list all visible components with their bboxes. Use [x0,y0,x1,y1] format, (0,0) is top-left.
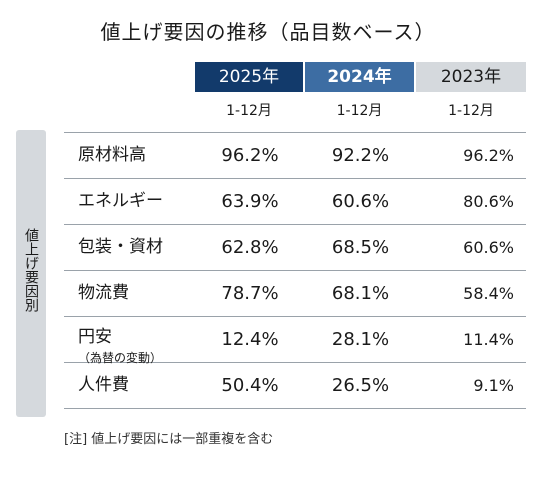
table-row: 原材料高 96.2% 92.2% 96.2% [64,132,526,179]
column-header-2023: 2023年 [416,62,526,92]
row-label-main: 円安 [78,327,112,347]
cell-value: 96.2% [221,145,279,166]
column-header-2024: 2024年 [305,62,414,92]
cell-value: 78.7% [221,283,279,304]
table-row: エネルギー 63.9% 60.6% 80.6% [64,179,526,225]
cell-value: 58.4% [463,284,514,303]
cell-value: 28.1% [331,329,390,350]
period-2024: 1-12月 [336,103,383,119]
cell-value: 68.1% [331,283,390,304]
data-table: 原材料高 96.2% 92.2% 96.2% エネルギー 63.9% 60.6%… [64,132,526,409]
cell-value: 68.5% [331,237,390,258]
row-sublabel: （為替の変動） [78,351,163,365]
cell-value: 80.6% [463,192,514,211]
cell-value: 63.9% [221,191,279,212]
side-category-label: 値上げ要因別 [23,228,39,312]
cell-value: 60.6% [331,191,390,212]
cell-value: 92.2% [331,145,390,166]
side-category-bar: 値上げ要因別 [16,130,46,417]
column-header-2025: 2025年 [195,62,303,92]
row-label: エネルギー [78,191,163,211]
period-2023: 1-12月 [448,103,494,119]
row-label: 円安 （為替の変動） [78,322,162,367]
cell-value: 12.4% [221,329,279,350]
table-row: 円安 （為替の変動） 12.4% 28.1% 11.4% [64,317,526,365]
cell-value: 11.4% [463,330,514,349]
table-row: 包装・資材 62.8% 68.5% 60.6% [64,225,526,271]
cell-value: 9.1% [473,376,514,395]
row-label: 人件費 [78,375,129,395]
row-label: 包装・資材 [78,237,163,257]
cell-value: 26.5% [331,375,390,396]
footnote: [注] 値上げ要因には一部重複を含む [64,432,274,447]
table-row: 人件費 50.4% 26.5% 9.1% [64,363,526,409]
cell-value: 62.8% [221,237,279,258]
cell-value: 60.6% [463,238,514,257]
period-2025: 1-12月 [226,103,272,119]
table-row: 物流費 78.7% 68.1% 58.4% [64,271,526,317]
cell-value: 96.2% [463,146,514,165]
row-label: 原材料高 [78,145,146,165]
row-label: 物流費 [78,283,129,303]
cell-value: 50.4% [221,375,279,396]
chart-title: 値上げ要因の推移（品目数ベース） [100,20,436,44]
